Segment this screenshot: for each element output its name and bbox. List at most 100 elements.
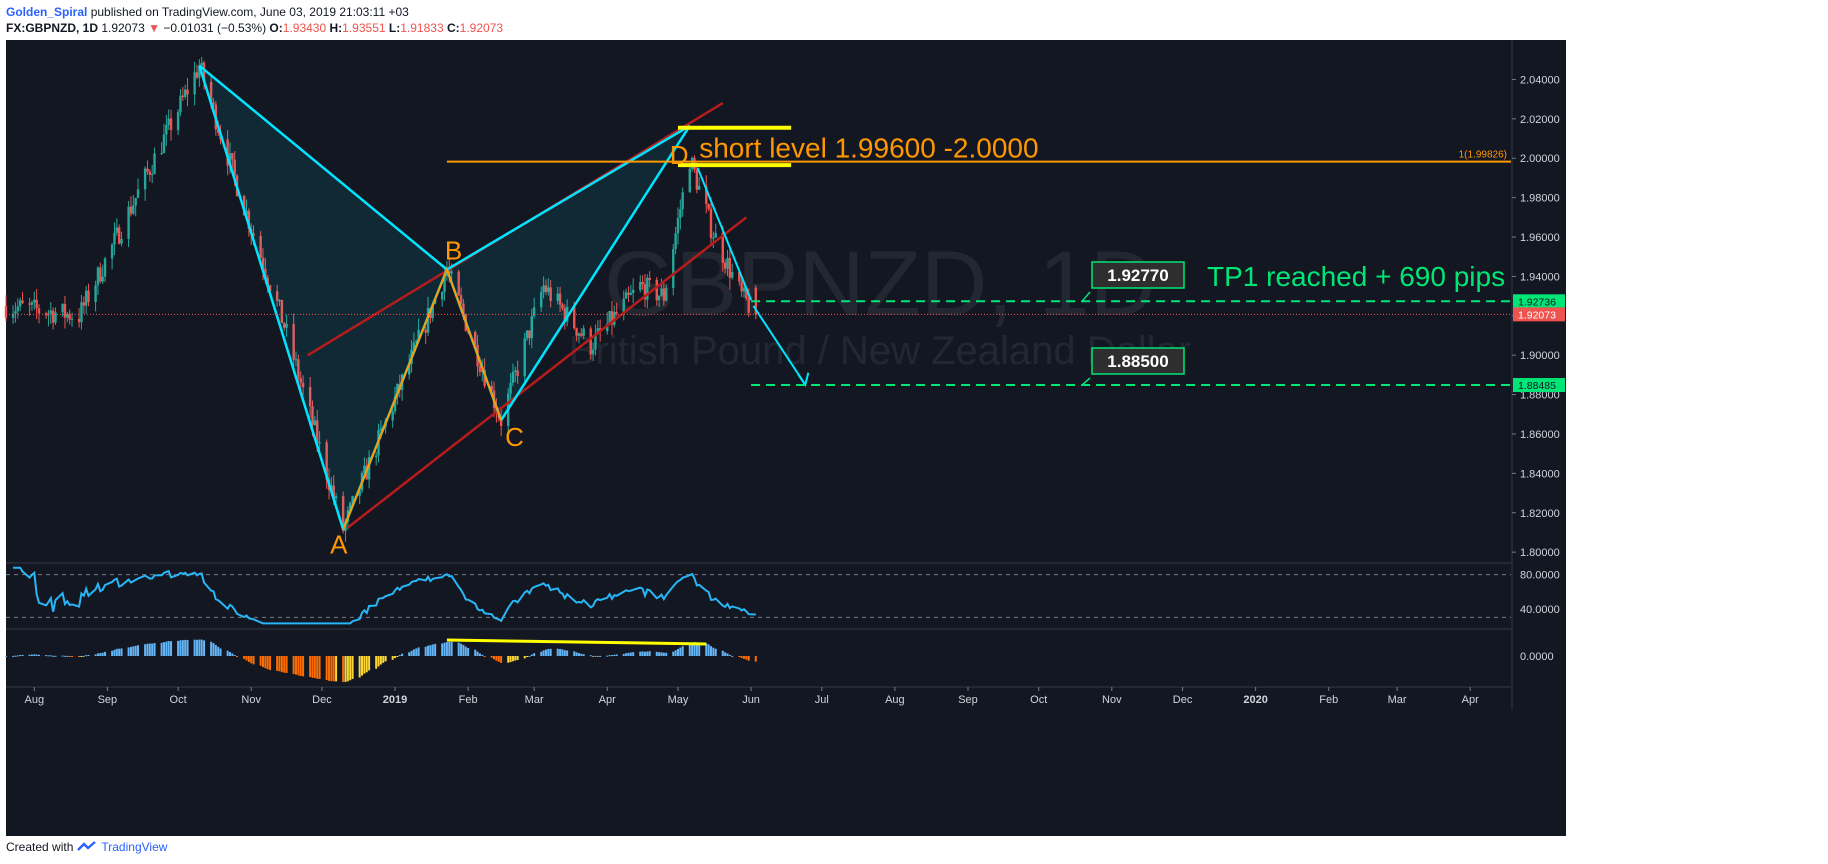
price-tick: 2.02000 [1520, 114, 1560, 126]
tradingview-link[interactable]: TradingView [101, 840, 168, 854]
candle-body [299, 378, 302, 383]
macd-bar [30, 654, 33, 656]
candle-body [294, 359, 298, 361]
macd-bar [167, 641, 170, 656]
candle-body [514, 370, 517, 372]
macd-bar [391, 656, 394, 660]
last-price: 1.92073 [101, 21, 145, 35]
candle-body [301, 382, 305, 387]
candle-body [672, 249, 675, 288]
candle-body [358, 490, 361, 496]
candle-body [712, 237, 715, 239]
candle-body [334, 496, 338, 499]
candle-body [233, 159, 236, 176]
macd-bar [129, 646, 132, 656]
open-value: 1.93430 [282, 21, 327, 35]
macd-bar [153, 643, 156, 656]
candle-body [200, 62, 203, 66]
macd-bar [457, 642, 460, 656]
low-label: L: [388, 21, 401, 35]
price-tick: 2.04000 [1520, 74, 1560, 86]
macd-bar [582, 654, 585, 656]
candle-body [681, 192, 684, 210]
candle-body [275, 291, 279, 302]
rsi-tick: 80.0000 [1520, 570, 1560, 582]
candle-body [21, 300, 24, 304]
macd-bar [94, 654, 97, 656]
macd-bar [302, 656, 305, 677]
macd-bar [556, 648, 559, 656]
macd-bar [61, 655, 64, 657]
macd-bar [643, 651, 646, 656]
close-label: C: [446, 21, 460, 35]
candle-body [268, 285, 272, 292]
macd-bar [193, 639, 196, 656]
macd-bar [38, 654, 41, 656]
macd-bar [212, 643, 215, 656]
chart-canvas[interactable]: GBPNZD, 1D British Pound / New Zealand D… [0, 40, 1828, 836]
candle-body [664, 287, 668, 301]
candle-body [591, 349, 595, 355]
candle-body [747, 298, 750, 313]
macd-bar [639, 651, 642, 656]
macd-bar [377, 656, 380, 667]
candle-body [363, 465, 366, 473]
macd-bar [33, 654, 36, 656]
macd-bar [514, 656, 517, 661]
macd-bar [243, 656, 246, 659]
candle-body [676, 217, 680, 234]
macd-bar [181, 640, 184, 656]
price-tick: 1.82000 [1520, 508, 1560, 520]
short-level-text: short level 1.99600 -2.0000 [699, 132, 1038, 163]
macd-bar [170, 641, 173, 656]
macd-bar [318, 656, 321, 679]
macd-bar [516, 656, 519, 661]
candle-body [697, 185, 701, 190]
macd-bar [523, 656, 526, 659]
macd-bar [450, 641, 453, 656]
pattern-leg [198, 65, 345, 530]
candle-body [629, 292, 633, 295]
tp2-box [1091, 347, 1185, 375]
macd-bar [445, 642, 448, 656]
macd-bar [297, 656, 300, 676]
macd-bar [349, 656, 352, 681]
candle-body [580, 333, 583, 336]
candle-body [148, 171, 152, 175]
macd-bar [148, 643, 151, 656]
macd-bar [328, 656, 331, 681]
macd-bar [728, 654, 731, 656]
macd-bar [250, 656, 253, 664]
macd-bar [483, 656, 486, 657]
macd-bar [226, 650, 229, 656]
candle-body [245, 210, 248, 216]
candle-body [231, 153, 234, 160]
candle-body [728, 257, 732, 278]
candle-body [278, 299, 281, 302]
time-tick: Jun [742, 694, 760, 706]
candle-body [18, 300, 22, 307]
macd-bar [610, 655, 613, 657]
author-link[interactable]: Golden_Spiral [6, 5, 88, 19]
macd-bar [615, 654, 618, 656]
candle-body [742, 287, 746, 292]
candle-body [478, 366, 482, 372]
macd-bar [280, 656, 283, 673]
price-tick: 1.94000 [1520, 271, 1560, 283]
macd-bar [21, 654, 24, 656]
candle-body [448, 269, 451, 274]
macd-bar [144, 644, 147, 656]
candle-body [440, 292, 444, 300]
open-label: O: [269, 21, 283, 35]
macd-bar [742, 656, 745, 659]
candle-body [259, 236, 262, 258]
candle-body [726, 257, 729, 269]
macd-bar [646, 651, 649, 656]
candle-body [195, 72, 199, 78]
macd-bar [695, 642, 698, 656]
price-tick: 1.80000 [1520, 547, 1560, 559]
candle-body [351, 495, 354, 503]
candle-body [115, 227, 119, 233]
candle-body [723, 262, 727, 269]
macd-bar [441, 643, 444, 656]
